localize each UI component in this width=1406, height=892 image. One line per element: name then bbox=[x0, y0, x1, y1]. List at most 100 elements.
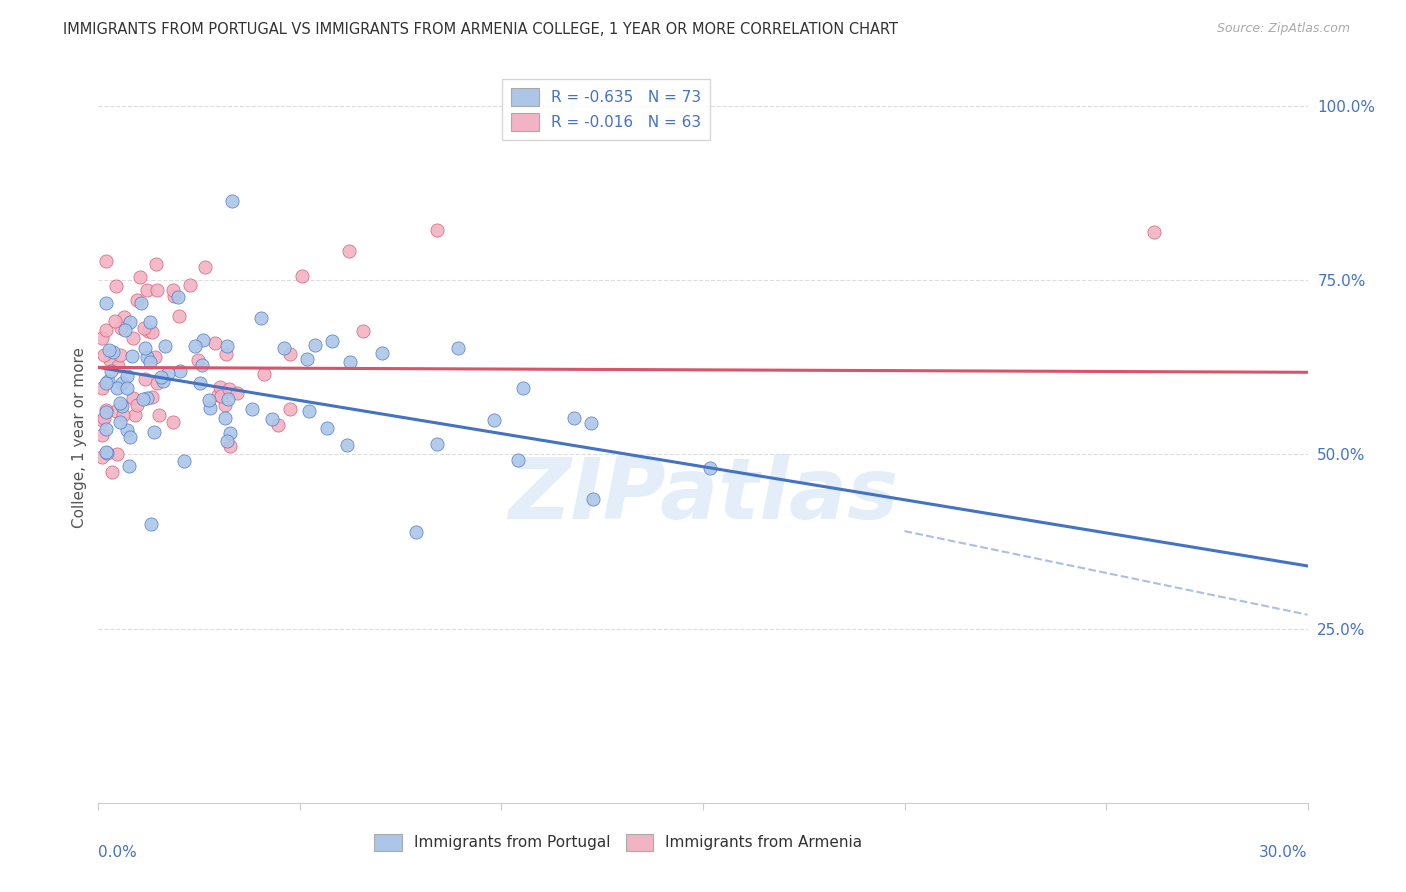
Point bbox=[96, 296, 118, 310]
Point bbox=[96, 446, 118, 460]
Point bbox=[134, 342, 156, 356]
Point bbox=[111, 376, 134, 390]
Point bbox=[339, 355, 361, 369]
Point bbox=[215, 346, 238, 360]
Point bbox=[214, 411, 236, 425]
Point bbox=[149, 370, 172, 384]
Point bbox=[250, 310, 273, 325]
Point bbox=[371, 345, 394, 359]
Point bbox=[93, 411, 115, 425]
Point bbox=[221, 194, 243, 209]
Point bbox=[139, 516, 162, 531]
Point bbox=[138, 315, 160, 329]
Point bbox=[118, 429, 141, 443]
Point bbox=[225, 386, 247, 401]
Point bbox=[219, 426, 242, 441]
Point bbox=[115, 369, 138, 384]
Point bbox=[204, 336, 226, 351]
Point bbox=[132, 392, 155, 406]
Point bbox=[179, 278, 201, 293]
Point bbox=[110, 321, 132, 335]
Point bbox=[582, 491, 605, 506]
Point bbox=[111, 399, 134, 413]
Point bbox=[188, 376, 211, 390]
Point bbox=[107, 359, 129, 373]
Point bbox=[108, 396, 131, 410]
Text: IMMIGRANTS FROM PORTUGAL VS IMMIGRANTS FROM ARMENIA COLLEGE, 1 YEAR OR MORE CORR: IMMIGRANTS FROM PORTUGAL VS IMMIGRANTS F… bbox=[63, 22, 898, 37]
Point bbox=[194, 260, 217, 275]
Point bbox=[266, 418, 288, 433]
Point bbox=[562, 410, 585, 425]
Point bbox=[153, 339, 176, 353]
Point bbox=[100, 465, 122, 479]
Point bbox=[169, 309, 191, 323]
Point bbox=[253, 368, 276, 382]
Point bbox=[187, 353, 209, 368]
Point bbox=[142, 425, 165, 439]
Point bbox=[93, 348, 115, 362]
Point bbox=[173, 453, 195, 467]
Point bbox=[105, 381, 128, 395]
Point bbox=[121, 350, 143, 364]
Point bbox=[184, 339, 207, 353]
Point bbox=[482, 413, 505, 427]
Point bbox=[169, 364, 191, 378]
Point bbox=[118, 315, 141, 329]
Point bbox=[217, 339, 239, 353]
Point bbox=[136, 324, 159, 338]
Point bbox=[219, 439, 242, 453]
Legend: Immigrants from Portugal, Immigrants from Armenia: Immigrants from Portugal, Immigrants fro… bbox=[368, 828, 869, 857]
Point bbox=[112, 408, 135, 422]
Y-axis label: College, 1 year or more: College, 1 year or more bbox=[72, 347, 87, 527]
Point bbox=[298, 404, 321, 418]
Point bbox=[94, 253, 117, 268]
Point bbox=[273, 341, 295, 355]
Point bbox=[152, 375, 174, 389]
Point bbox=[336, 438, 359, 452]
Point bbox=[321, 334, 343, 348]
Text: Source: ZipAtlas.com: Source: ZipAtlas.com bbox=[1216, 22, 1350, 36]
Point bbox=[215, 434, 238, 448]
Point bbox=[141, 390, 163, 404]
Point bbox=[118, 458, 141, 473]
Point bbox=[207, 388, 229, 402]
Point bbox=[148, 408, 170, 422]
Point bbox=[193, 334, 215, 348]
Point bbox=[162, 283, 184, 297]
Point bbox=[91, 428, 114, 442]
Point bbox=[125, 293, 148, 307]
Point bbox=[217, 392, 239, 406]
Text: 30.0%: 30.0% bbox=[1260, 845, 1308, 860]
Point bbox=[136, 391, 159, 405]
Point bbox=[506, 453, 529, 467]
Point bbox=[129, 296, 152, 310]
Point bbox=[117, 381, 139, 395]
Point bbox=[124, 408, 146, 422]
Point bbox=[198, 401, 221, 415]
Point bbox=[98, 353, 121, 368]
Text: 0.0%: 0.0% bbox=[98, 845, 138, 860]
Point bbox=[209, 389, 232, 403]
Point bbox=[352, 324, 374, 338]
Point bbox=[162, 289, 184, 303]
Point bbox=[125, 399, 148, 413]
Point bbox=[98, 343, 121, 358]
Point bbox=[138, 354, 160, 368]
Point bbox=[295, 351, 318, 366]
Point bbox=[94, 403, 117, 417]
Point bbox=[304, 338, 326, 352]
Point bbox=[115, 423, 138, 437]
Point bbox=[512, 381, 534, 395]
Point bbox=[96, 376, 118, 390]
Point bbox=[94, 323, 117, 337]
Point bbox=[132, 320, 155, 334]
Point bbox=[209, 380, 232, 394]
Text: ZIPatlas: ZIPatlas bbox=[508, 454, 898, 537]
Point bbox=[121, 331, 143, 345]
Point bbox=[114, 323, 136, 337]
Point bbox=[1143, 225, 1166, 239]
Point bbox=[278, 347, 301, 361]
Point bbox=[136, 283, 159, 297]
Point bbox=[337, 244, 360, 258]
Point bbox=[104, 279, 127, 293]
